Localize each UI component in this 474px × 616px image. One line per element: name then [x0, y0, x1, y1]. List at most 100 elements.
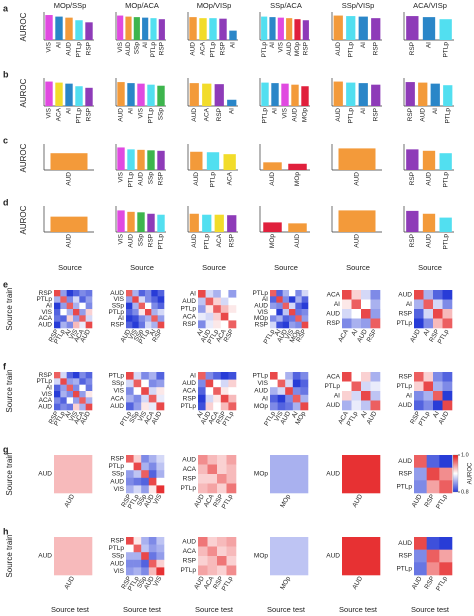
- heat-cell: [301, 321, 309, 329]
- heat-cell: [426, 562, 440, 576]
- x-tick-label: PTLp: [435, 575, 449, 592]
- heat-cell: [132, 315, 139, 322]
- heat-cell: [198, 556, 208, 566]
- heat-cell: [442, 290, 453, 300]
- heat-cell: [54, 455, 93, 494]
- heat-cell: [228, 402, 237, 411]
- heat-cell: [207, 556, 218, 566]
- y-axis-label: AUROC: [19, 78, 28, 107]
- x-tick-label: RSP: [158, 172, 165, 185]
- bar: [65, 17, 73, 40]
- heat-cell: [85, 391, 93, 398]
- x-tick-label: VIS: [138, 107, 145, 118]
- heat-cell: [342, 537, 381, 576]
- heat-cell: [151, 321, 158, 329]
- bar: [189, 213, 199, 232]
- heat-cell: [126, 296, 133, 303]
- heat-cell: [145, 315, 152, 322]
- y-tick-label: AUD: [110, 478, 124, 485]
- heat-cell: [54, 302, 61, 310]
- x-tick-label: RSP: [220, 42, 227, 55]
- x-tick-label: AUD: [351, 575, 364, 591]
- bar: [117, 210, 125, 232]
- x-tick-label: AUD: [335, 108, 342, 122]
- x-tick-label: RSP: [86, 108, 93, 121]
- x-tick-label: AUD: [193, 172, 200, 186]
- x-tick-label: MOp: [294, 42, 301, 56]
- heat-cell: [156, 402, 165, 411]
- y-tick-label: ACA: [39, 397, 53, 404]
- heat-cell: [442, 381, 453, 392]
- panel-title: SSp/VISp: [342, 1, 375, 10]
- heat-cell: [277, 394, 286, 403]
- y-tick-label: AUD: [326, 553, 340, 560]
- heat-cell: [148, 379, 157, 388]
- heat-cell: [414, 372, 424, 382]
- y-tick-label: PTLp: [252, 373, 268, 380]
- heat-cell: [126, 321, 133, 329]
- heat-cell: [226, 537, 237, 547]
- heat-cell: [138, 309, 146, 316]
- y-tick-label: AUD: [326, 402, 340, 409]
- heat-cell: [156, 372, 165, 380]
- bar: [189, 17, 197, 40]
- heat-cell: [79, 309, 86, 316]
- y-tick-label: PTLp: [180, 306, 196, 313]
- heat-cell: [148, 537, 157, 545]
- x-tick-label: AUD: [366, 410, 379, 426]
- y-tick-label: AUD: [398, 291, 412, 298]
- heat-cell: [60, 309, 67, 316]
- heat-cell: [198, 387, 206, 396]
- x-tick-label: PTLp: [210, 172, 217, 188]
- bar: [422, 213, 436, 232]
- heat-cell: [133, 485, 142, 494]
- y-tick-label: SSp: [112, 471, 125, 478]
- y-tick-label: AUD: [326, 310, 340, 317]
- heat-cell: [442, 400, 453, 411]
- x-tick-label: PTLp: [76, 42, 83, 58]
- heat-cell: [361, 299, 371, 310]
- heat-cell: [370, 391, 381, 401]
- panel-label: b: [3, 69, 9, 79]
- heat-cell: [66, 372, 74, 379]
- heat-cell: [66, 315, 74, 322]
- bar: [45, 15, 53, 40]
- y-tick-label: ACA: [327, 291, 341, 298]
- heat-cell: [133, 372, 142, 380]
- heat-cell: [126, 309, 133, 316]
- heat-cell: [295, 315, 302, 322]
- heat-cell: [301, 290, 309, 297]
- heat-cell: [439, 549, 453, 563]
- heat-cell: [132, 290, 139, 297]
- x-axis-label: Source: [418, 263, 442, 272]
- y-tick-label: PTLp: [180, 403, 196, 410]
- heat-cell: [277, 387, 286, 396]
- bar: [85, 87, 93, 106]
- x-tick-label: VIS: [118, 233, 125, 244]
- heat-cell: [423, 299, 434, 310]
- y-axis-label: Source train: [5, 287, 14, 330]
- heat-cell: [213, 320, 222, 329]
- heat-cell: [73, 391, 80, 398]
- heat-cell: [228, 320, 237, 329]
- bar: [288, 163, 307, 170]
- x-tick-label: AUD: [411, 493, 424, 509]
- heat-cell: [148, 485, 157, 494]
- x-tick-label: ACA: [216, 233, 223, 247]
- heat-cell: [433, 318, 443, 329]
- bar: [127, 83, 135, 106]
- heat-cell: [361, 309, 371, 319]
- y-tick-label: AUD: [38, 322, 52, 329]
- heat-cell: [414, 467, 427, 481]
- heat-cell: [213, 379, 222, 388]
- heat-cell: [300, 402, 309, 411]
- panel-label: f: [3, 361, 7, 371]
- heat-cell: [133, 462, 142, 471]
- heat-cell: [156, 462, 165, 471]
- heat-cell: [414, 549, 427, 563]
- heat-cell: [133, 567, 142, 576]
- y-tick-label: AUD: [182, 380, 196, 387]
- heat-cell: [133, 402, 142, 411]
- heat-cell: [126, 462, 134, 471]
- x-tick-label: PTLp: [442, 172, 449, 188]
